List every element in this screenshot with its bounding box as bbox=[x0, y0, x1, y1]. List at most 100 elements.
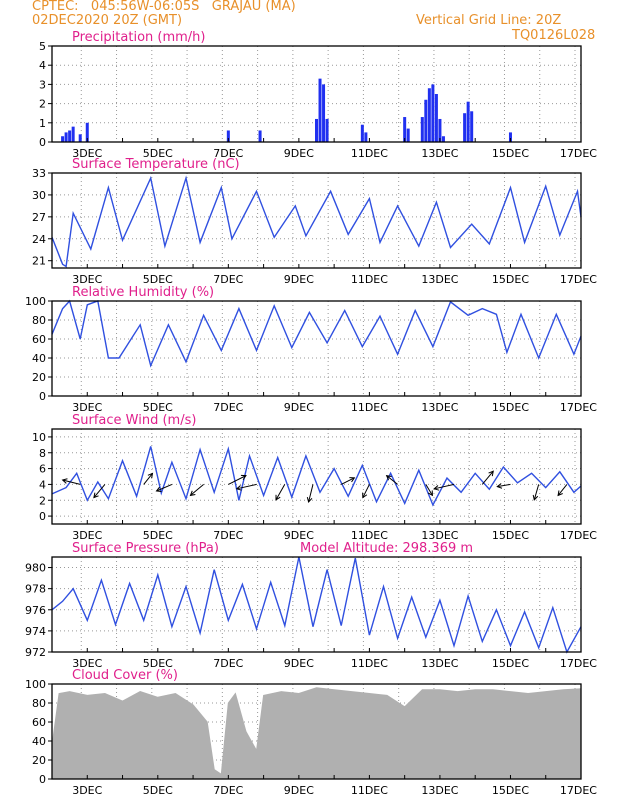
wind-vector-head bbox=[61, 478, 68, 484]
y-tick-label: 4 bbox=[39, 59, 46, 72]
precipitation-bar bbox=[360, 124, 364, 142]
wind-vector-head bbox=[488, 470, 494, 477]
header-station: CPTEC: 045:56W-06:05S GRAJAU (MA) bbox=[32, 0, 296, 14]
wind-vector bbox=[190, 484, 204, 496]
precipitation-bar bbox=[431, 84, 435, 142]
x-tick-label: 7DEC bbox=[213, 657, 243, 670]
precipitation-bar bbox=[438, 118, 442, 142]
x-tick-label: 5DEC bbox=[143, 401, 173, 414]
y-tick-label: 24 bbox=[32, 233, 46, 246]
wind-vector bbox=[425, 484, 433, 496]
x-tick-label: 3DEC bbox=[72, 401, 102, 414]
x-tick-label: 7DEC bbox=[213, 147, 243, 160]
wind-vector bbox=[62, 479, 81, 485]
y-tick-label: 80 bbox=[32, 314, 46, 327]
precipitation-bar bbox=[364, 132, 368, 142]
y-tick-label: 974 bbox=[25, 625, 46, 638]
y-tick-label: 0 bbox=[39, 773, 46, 786]
precipitation-bar bbox=[315, 118, 318, 142]
wind-vector bbox=[93, 484, 106, 498]
y-tick-label: 3 bbox=[39, 78, 46, 91]
wind-vector bbox=[275, 484, 286, 501]
series-line bbox=[51, 299, 582, 368]
wind-vector-head bbox=[155, 486, 162, 492]
y-tick-label: 8 bbox=[39, 447, 46, 460]
y-tick-label: 27 bbox=[32, 211, 46, 224]
y-tick-label: 30 bbox=[32, 189, 46, 202]
x-tick-label: 17DEC bbox=[560, 529, 597, 542]
wind-vector-head bbox=[93, 492, 99, 499]
wind-vector-head bbox=[240, 474, 247, 481]
precipitation-bar bbox=[424, 99, 428, 142]
y-tick-label: 2 bbox=[39, 494, 46, 507]
x-tick-label: 9DEC bbox=[284, 529, 314, 542]
x-tick-label: 5DEC bbox=[143, 529, 173, 542]
x-tick-label: 15DEC bbox=[492, 401, 529, 414]
precipitation-bar bbox=[427, 88, 431, 142]
x-tick-label: 7DEC bbox=[213, 401, 243, 414]
wind-vector bbox=[236, 483, 257, 490]
precipitation-bar bbox=[325, 118, 329, 142]
panel-title: Precipitation (mm/h) bbox=[72, 30, 205, 45]
y-tick-label: 980 bbox=[25, 562, 46, 575]
x-tick-label: 13DEC bbox=[421, 529, 458, 542]
panel-title: Surface Wind (m/s) bbox=[72, 413, 196, 428]
panel-title: Surface Pressure (hPa) bbox=[72, 541, 219, 556]
y-tick-label: 978 bbox=[25, 583, 46, 596]
x-tick-label: 15DEC bbox=[492, 784, 529, 797]
y-tick-label: 2 bbox=[39, 98, 46, 111]
x-tick-label: 7DEC bbox=[213, 784, 243, 797]
series-line bbox=[51, 556, 582, 654]
y-tick-label: 21 bbox=[32, 255, 46, 268]
x-tick-label: 3DEC bbox=[72, 147, 102, 160]
panel-frame bbox=[51, 300, 582, 397]
panel-frame bbox=[51, 172, 582, 269]
y-tick-label: 972 bbox=[25, 646, 46, 659]
precipitation-bar bbox=[470, 111, 474, 142]
wind-vector-head bbox=[189, 490, 196, 497]
wind-vector-head bbox=[306, 497, 313, 504]
wind-vector bbox=[143, 473, 153, 485]
x-tick-label: 11DEC bbox=[351, 529, 388, 542]
precipitation-bar bbox=[78, 134, 82, 142]
panel-frame bbox=[51, 556, 582, 653]
x-tick-label: 9DEC bbox=[284, 273, 314, 286]
x-tick-label: 3DEC bbox=[72, 529, 102, 542]
panel-frame bbox=[51, 683, 582, 780]
x-tick-label: 11DEC bbox=[351, 147, 388, 160]
precipitation-bar bbox=[64, 132, 68, 142]
x-tick-label: 15DEC bbox=[492, 273, 529, 286]
series-line bbox=[51, 175, 582, 268]
precipitation-bar bbox=[322, 84, 326, 142]
wind-vector-head bbox=[433, 485, 440, 491]
y-tick-label: 1 bbox=[39, 117, 46, 130]
precipitation-bar bbox=[258, 130, 262, 142]
wind-vector-head bbox=[349, 477, 356, 483]
precipitation-bar bbox=[318, 78, 322, 142]
series-line bbox=[51, 446, 582, 507]
y-tick-label: 0 bbox=[39, 390, 46, 403]
x-tick-label: 5DEC bbox=[143, 273, 173, 286]
x-tick-label: 3DEC bbox=[72, 273, 102, 286]
y-tick-label: 100 bbox=[25, 678, 46, 691]
x-tick-label: 13DEC bbox=[421, 273, 458, 286]
wind-vector-head bbox=[427, 490, 433, 497]
x-tick-label: 3DEC bbox=[72, 784, 102, 797]
x-tick-label: 7DEC bbox=[213, 529, 243, 542]
wind-vector bbox=[386, 475, 398, 485]
x-tick-label: 9DEC bbox=[284, 784, 314, 797]
x-tick-label: 5DEC bbox=[143, 784, 173, 797]
panel-title: Surface Temperature (nC) bbox=[72, 157, 240, 172]
precipitation-bar bbox=[420, 117, 424, 142]
x-tick-label: 17DEC bbox=[560, 273, 597, 286]
wind-vector bbox=[156, 483, 173, 492]
y-tick-label: 6 bbox=[39, 463, 46, 476]
y-tick-label: 100 bbox=[25, 295, 46, 308]
wind-vector bbox=[362, 484, 370, 498]
y-tick-label: 40 bbox=[32, 735, 46, 748]
x-tick-label: 13DEC bbox=[421, 401, 458, 414]
wind-vector-head bbox=[385, 474, 392, 481]
precipitation-bar bbox=[226, 130, 230, 142]
x-tick-label: 11DEC bbox=[351, 784, 388, 797]
